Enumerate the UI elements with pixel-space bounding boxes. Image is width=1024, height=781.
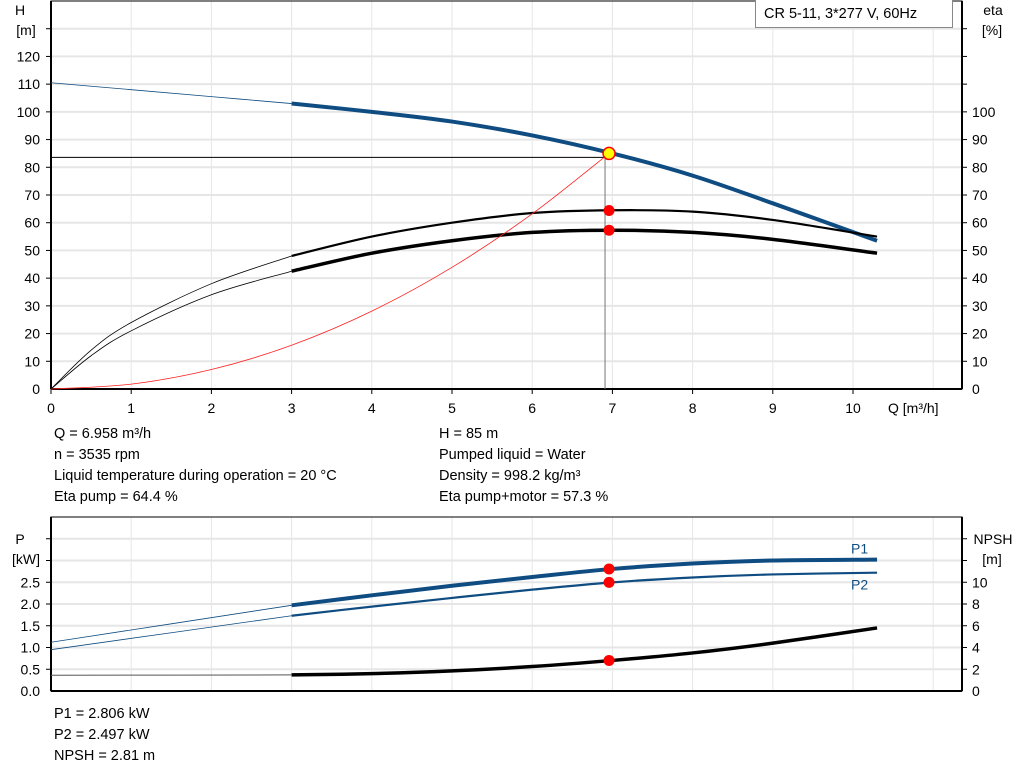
y-tick-label-left: 30 <box>24 298 40 314</box>
x-axis-label: Q [m³/h] <box>888 400 939 416</box>
y-tick-label-right: 80 <box>972 159 988 175</box>
NPSH-curve <box>291 626 878 677</box>
y-tick-label-right: 60 <box>972 215 988 231</box>
x-tick-label: 5 <box>448 400 456 416</box>
y-tick-label-right: 30 <box>972 298 988 314</box>
y-tick-label-left: 10 <box>24 353 40 369</box>
operating-point-marker <box>603 224 615 236</box>
y-tick-label-right: 50 <box>972 242 988 258</box>
head-curve-extrapolated <box>50 82 292 104</box>
x-tick-label: 3 <box>288 400 296 416</box>
operating-point-marker <box>603 563 615 575</box>
head-value: H = 85 m <box>439 426 499 442</box>
x-tick-label: 6 <box>528 400 536 416</box>
operating-point-marker <box>603 576 615 588</box>
head-curve <box>291 101 878 243</box>
info-top-right: H = 85 m Pumped liquid = Water Density =… <box>439 424 608 508</box>
power-npsh-chart: P [kW] NPSH [m] 0.0 0.5 1.0 1.5 2.0 2.5 0 2 4 6 8 10 P1 P… <box>12 516 1013 699</box>
head-efficiency-chart: H[m]eta[%]010203040506070809010011012001… <box>15 0 1003 416</box>
pumped-liquid-value: Pumped liquid = Water <box>439 447 586 463</box>
npsh-value: NPSH = 2.81 m <box>54 748 156 764</box>
info-top-left: Q = 6.958 m³/h n = 3535 rpm Liquid tempe… <box>54 424 337 508</box>
y-tick-label-left: 0 <box>32 381 40 397</box>
eta-pump-curve <box>291 209 878 258</box>
x-tick-label: 4 <box>368 400 376 416</box>
y-axis-label-left: P <box>15 531 24 547</box>
y-tick-label-right: 40 <box>972 270 988 286</box>
y-axis-unit-right: [m] <box>982 551 1001 567</box>
pump-model-legend: CR 5-11, 3*277 V, 60Hz <box>755 0 953 28</box>
y-axis-unit-left: [kW] <box>12 551 40 567</box>
liquid-temperature-value: Liquid temperature during operation = 20… <box>54 468 337 484</box>
y-tick-label-left: 50 <box>24 242 40 258</box>
x-tick-label: 2 <box>208 400 216 416</box>
flow-value: Q = 6.958 m³/h <box>54 426 152 442</box>
x-tick-label: 8 <box>689 400 697 416</box>
y-tick-label-right: 100 <box>972 104 996 120</box>
y-tick-label-right: 8 <box>972 596 980 612</box>
y-axis-label-left: H <box>15 2 25 18</box>
x-tick-label: 1 <box>127 400 135 416</box>
x-tick-label: 0 <box>47 400 55 416</box>
y-tick-label-left: 2.5 <box>21 574 41 590</box>
y-tick-label-left: 110 <box>18 76 41 92</box>
y-tick-label-left: 2.0 <box>21 596 41 612</box>
P1-curve-extrapolated <box>50 604 292 643</box>
P2-curve <box>291 571 878 617</box>
density-value: Density = 998.2 kg/m³ <box>439 468 581 484</box>
operating-point-marker <box>603 654 615 666</box>
y-tick-label-right: 0 <box>972 683 980 699</box>
y-tick-label-left: 60 <box>24 215 40 231</box>
system-curve <box>50 153 610 390</box>
y-tick-label-left: 20 <box>24 326 40 342</box>
p1-value: P1 = 2.806 kW <box>54 706 150 722</box>
info-bottom: P1 = 2.806 kW P2 = 2.497 kW NPSH = 2.81 … <box>54 704 155 767</box>
y-tick-label-right: 2 <box>972 661 980 677</box>
y-tick-label-left: 1.0 <box>21 640 41 656</box>
y-axis-unit-left: [m] <box>16 22 35 38</box>
P2-curve-extrapolated <box>50 615 292 651</box>
speed-value: n = 3535 rpm <box>54 447 140 463</box>
eta-total-curve <box>291 228 878 273</box>
x-tick-label: 9 <box>769 400 777 416</box>
P2-label: P2 <box>851 577 868 593</box>
eta-pump-curve-extrapolated <box>50 255 292 390</box>
y-tick-label-right: 0 <box>972 381 980 397</box>
y-axis-unit-right: [%] <box>982 22 1002 38</box>
y-tick-label-left: 90 <box>24 132 40 148</box>
y-tick-label-right: 70 <box>972 187 988 203</box>
eta-pump-motor-value: Eta pump+motor = 57.3 % <box>439 489 609 505</box>
x-tick-label: 7 <box>609 400 617 416</box>
y-tick-label-left: 40 <box>24 270 40 286</box>
y-tick-label-left: 70 <box>24 187 40 203</box>
y-tick-label-right: 10 <box>972 353 988 369</box>
p2-value: P2 = 2.497 kW <box>54 727 150 743</box>
y-tick-label-left: 100 <box>17 104 41 120</box>
duty-point-marker <box>602 146 616 161</box>
y-axis-label-right: NPSH <box>974 531 1013 547</box>
y-tick-label-right: 10 <box>972 574 988 590</box>
y-tick-label-left: 0.0 <box>21 683 41 699</box>
y-tick-label-right: 20 <box>972 326 988 342</box>
y-tick-label-right: 4 <box>972 640 980 656</box>
y-tick-label-left: 80 <box>24 159 40 175</box>
y-tick-label-right: 6 <box>972 618 980 634</box>
eta-pump-value: Eta pump = 64.4 % <box>54 489 178 505</box>
P1-curve <box>291 557 878 608</box>
x-tick-label: 10 <box>845 400 861 416</box>
P1-label: P1 <box>851 541 868 557</box>
y-tick-label-left: 1.5 <box>21 618 41 634</box>
y-tick-label-left: 0.5 <box>21 661 41 677</box>
operating-point-marker <box>603 205 615 217</box>
eta-total-curve-extrapolated <box>50 270 292 390</box>
y-axis-label-right: eta <box>983 2 1003 18</box>
y-tick-label-left: 120 <box>17 48 41 64</box>
y-tick-label-right: 90 <box>972 132 988 148</box>
